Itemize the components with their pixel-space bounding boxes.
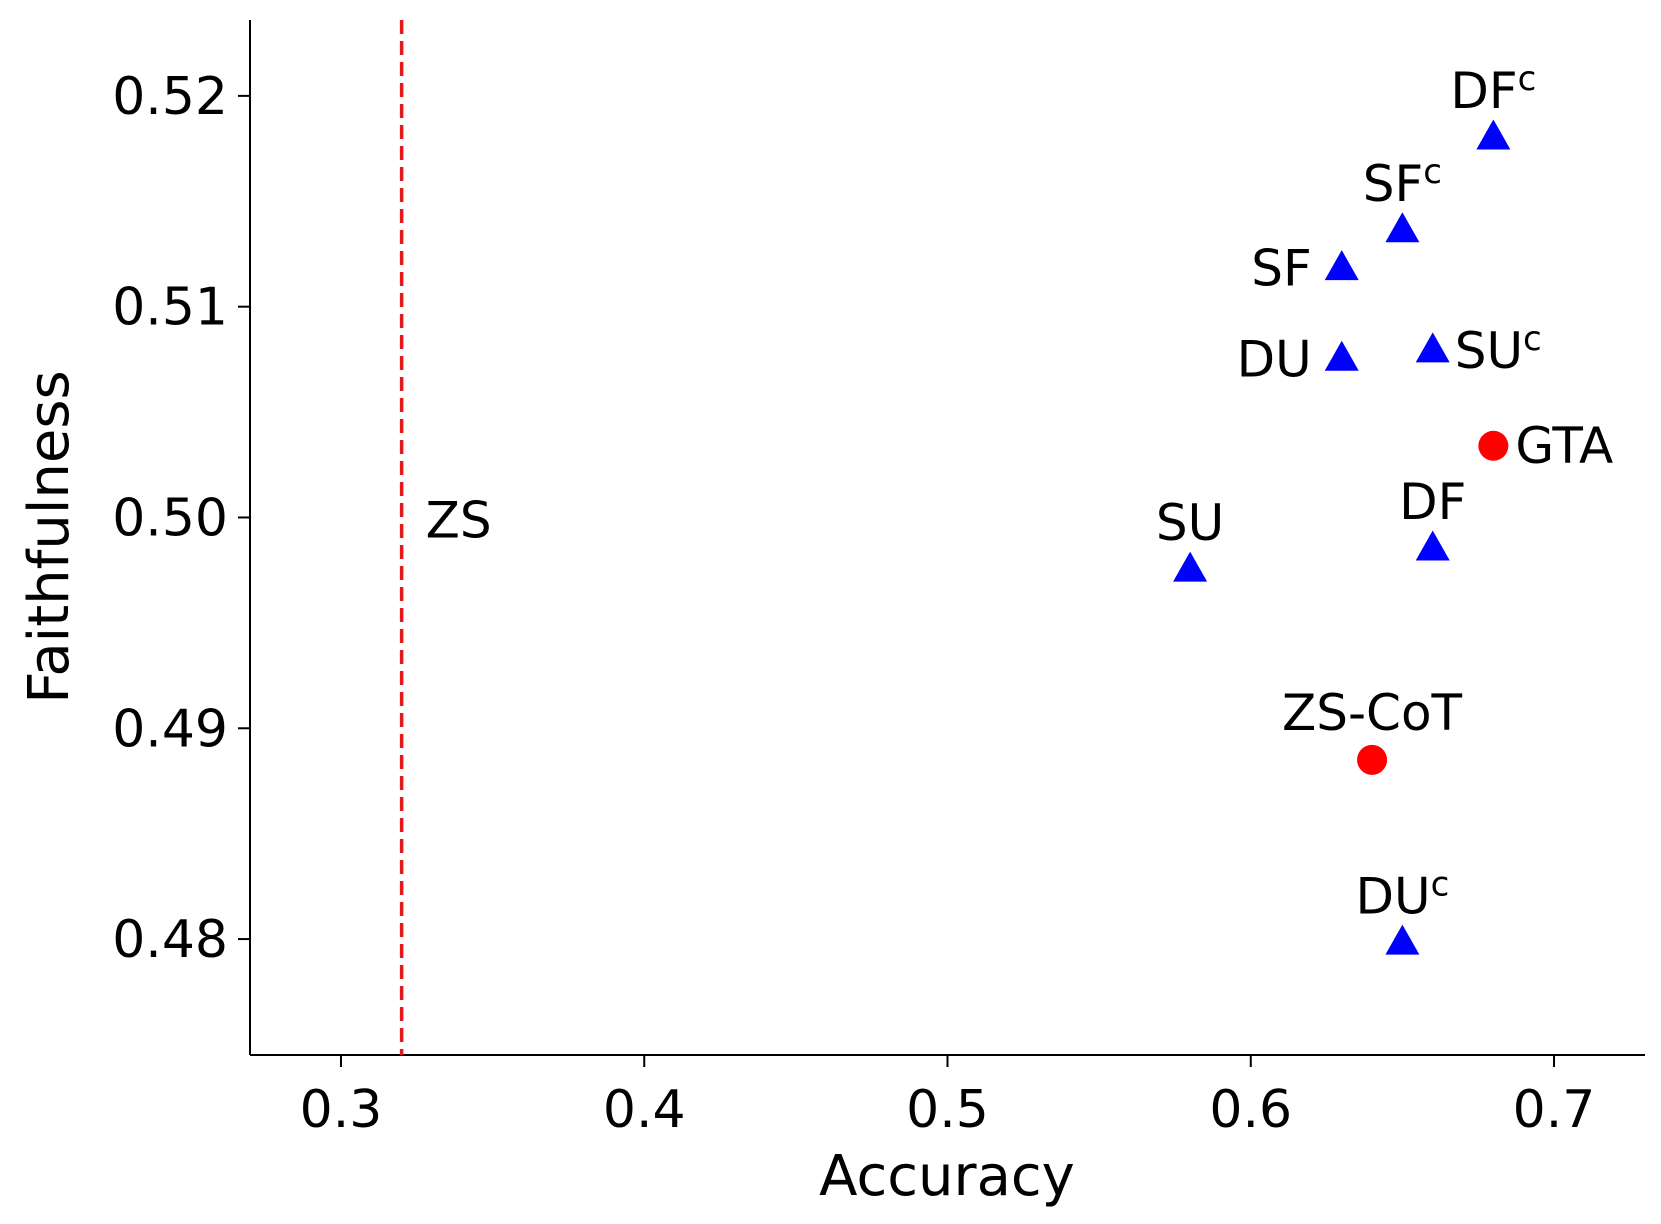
reference-line-group: ZS xyxy=(399,20,492,1055)
triangle-marker xyxy=(1415,530,1450,561)
point-label-text: DF xyxy=(1399,473,1466,531)
point-label: SFc xyxy=(1363,152,1442,213)
point-label-text: ZS-CoT xyxy=(1282,684,1463,742)
point-label-superscript: c xyxy=(1523,319,1542,359)
point-label-text: SU xyxy=(1156,494,1224,552)
x-tick-label: 0.7 xyxy=(1513,1080,1596,1140)
point-label-superscript: c xyxy=(1423,152,1442,192)
point-label: DUc xyxy=(1355,864,1449,925)
y-tick-label: 0.52 xyxy=(112,67,228,127)
point-label: DF xyxy=(1399,473,1466,531)
triangle-marker xyxy=(1385,924,1420,955)
point-label: SF xyxy=(1251,240,1312,298)
point-label-superscript: c xyxy=(1518,59,1537,99)
point-label-text: SF xyxy=(1363,155,1424,213)
point-label-text: SU xyxy=(1455,322,1523,380)
y-tick-label: 0.50 xyxy=(112,488,228,548)
y-axis-label: Faithfulness xyxy=(17,370,82,703)
circle-marker xyxy=(1357,744,1388,775)
point-label-superscript: c xyxy=(1431,864,1450,904)
point-label-text: DF xyxy=(1450,62,1517,120)
axis-ticks: 0.3 0.4 0.5 0.6 0.7 0.48 0.49 0.50 0.51 0.52 xyxy=(112,67,1595,1140)
triangle-marker xyxy=(1476,119,1511,150)
triangle-marker xyxy=(1385,212,1420,243)
y-tick-label: 0.49 xyxy=(112,699,228,759)
point-label-text: DU xyxy=(1355,867,1430,925)
point-label-text: GTA xyxy=(1515,417,1613,475)
circle-marker xyxy=(1478,430,1509,461)
point-label-text: SF xyxy=(1251,240,1312,298)
point-label: DFc xyxy=(1450,59,1536,120)
x-tick-label: 0.6 xyxy=(1209,1080,1292,1140)
point-label: SU xyxy=(1156,494,1224,552)
point-label: GTA xyxy=(1515,417,1613,475)
triangle-marker xyxy=(1173,551,1208,582)
x-tick-label: 0.5 xyxy=(906,1080,989,1140)
point-label: ZS-CoT xyxy=(1282,684,1463,742)
point-label-text: DU xyxy=(1237,330,1312,388)
triangle-marker xyxy=(1324,250,1359,281)
x-tick-label: 0.3 xyxy=(300,1080,383,1140)
point-label: SUc xyxy=(1455,319,1542,380)
zs-reference-label: ZS xyxy=(426,492,492,550)
x-tick-label: 0.4 xyxy=(603,1080,686,1140)
triangle-marker xyxy=(1324,340,1359,371)
y-tick-label: 0.51 xyxy=(112,278,228,338)
triangle-marker xyxy=(1415,332,1450,363)
x-axis-label: Accuracy xyxy=(819,1144,1075,1209)
point-label: DU xyxy=(1237,330,1312,388)
y-tick-label: 0.48 xyxy=(112,910,228,970)
